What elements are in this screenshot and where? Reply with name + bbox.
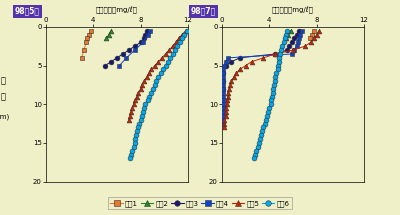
Text: (m): (m) <box>0 113 10 120</box>
Text: 98年7月: 98年7月 <box>191 7 216 16</box>
Text: 溶存酸素（mg/ℓ）: 溶存酸素（mg/ℓ） <box>272 7 314 14</box>
Text: 溶存酸素（mg/ℓ）: 溶存酸素（mg/ℓ） <box>96 7 138 14</box>
Text: 98年5月: 98年5月 <box>15 7 40 16</box>
Text: 水: 水 <box>1 77 6 86</box>
Text: 深: 深 <box>1 92 6 101</box>
Legend: 地瀧1, 地瀧2, 地瀧3, 地瀧4, 地瀧5, 地瀧6: 地瀧1, 地瀧2, 地瀧3, 地瀧4, 地瀧5, 地瀧6 <box>108 197 292 209</box>
